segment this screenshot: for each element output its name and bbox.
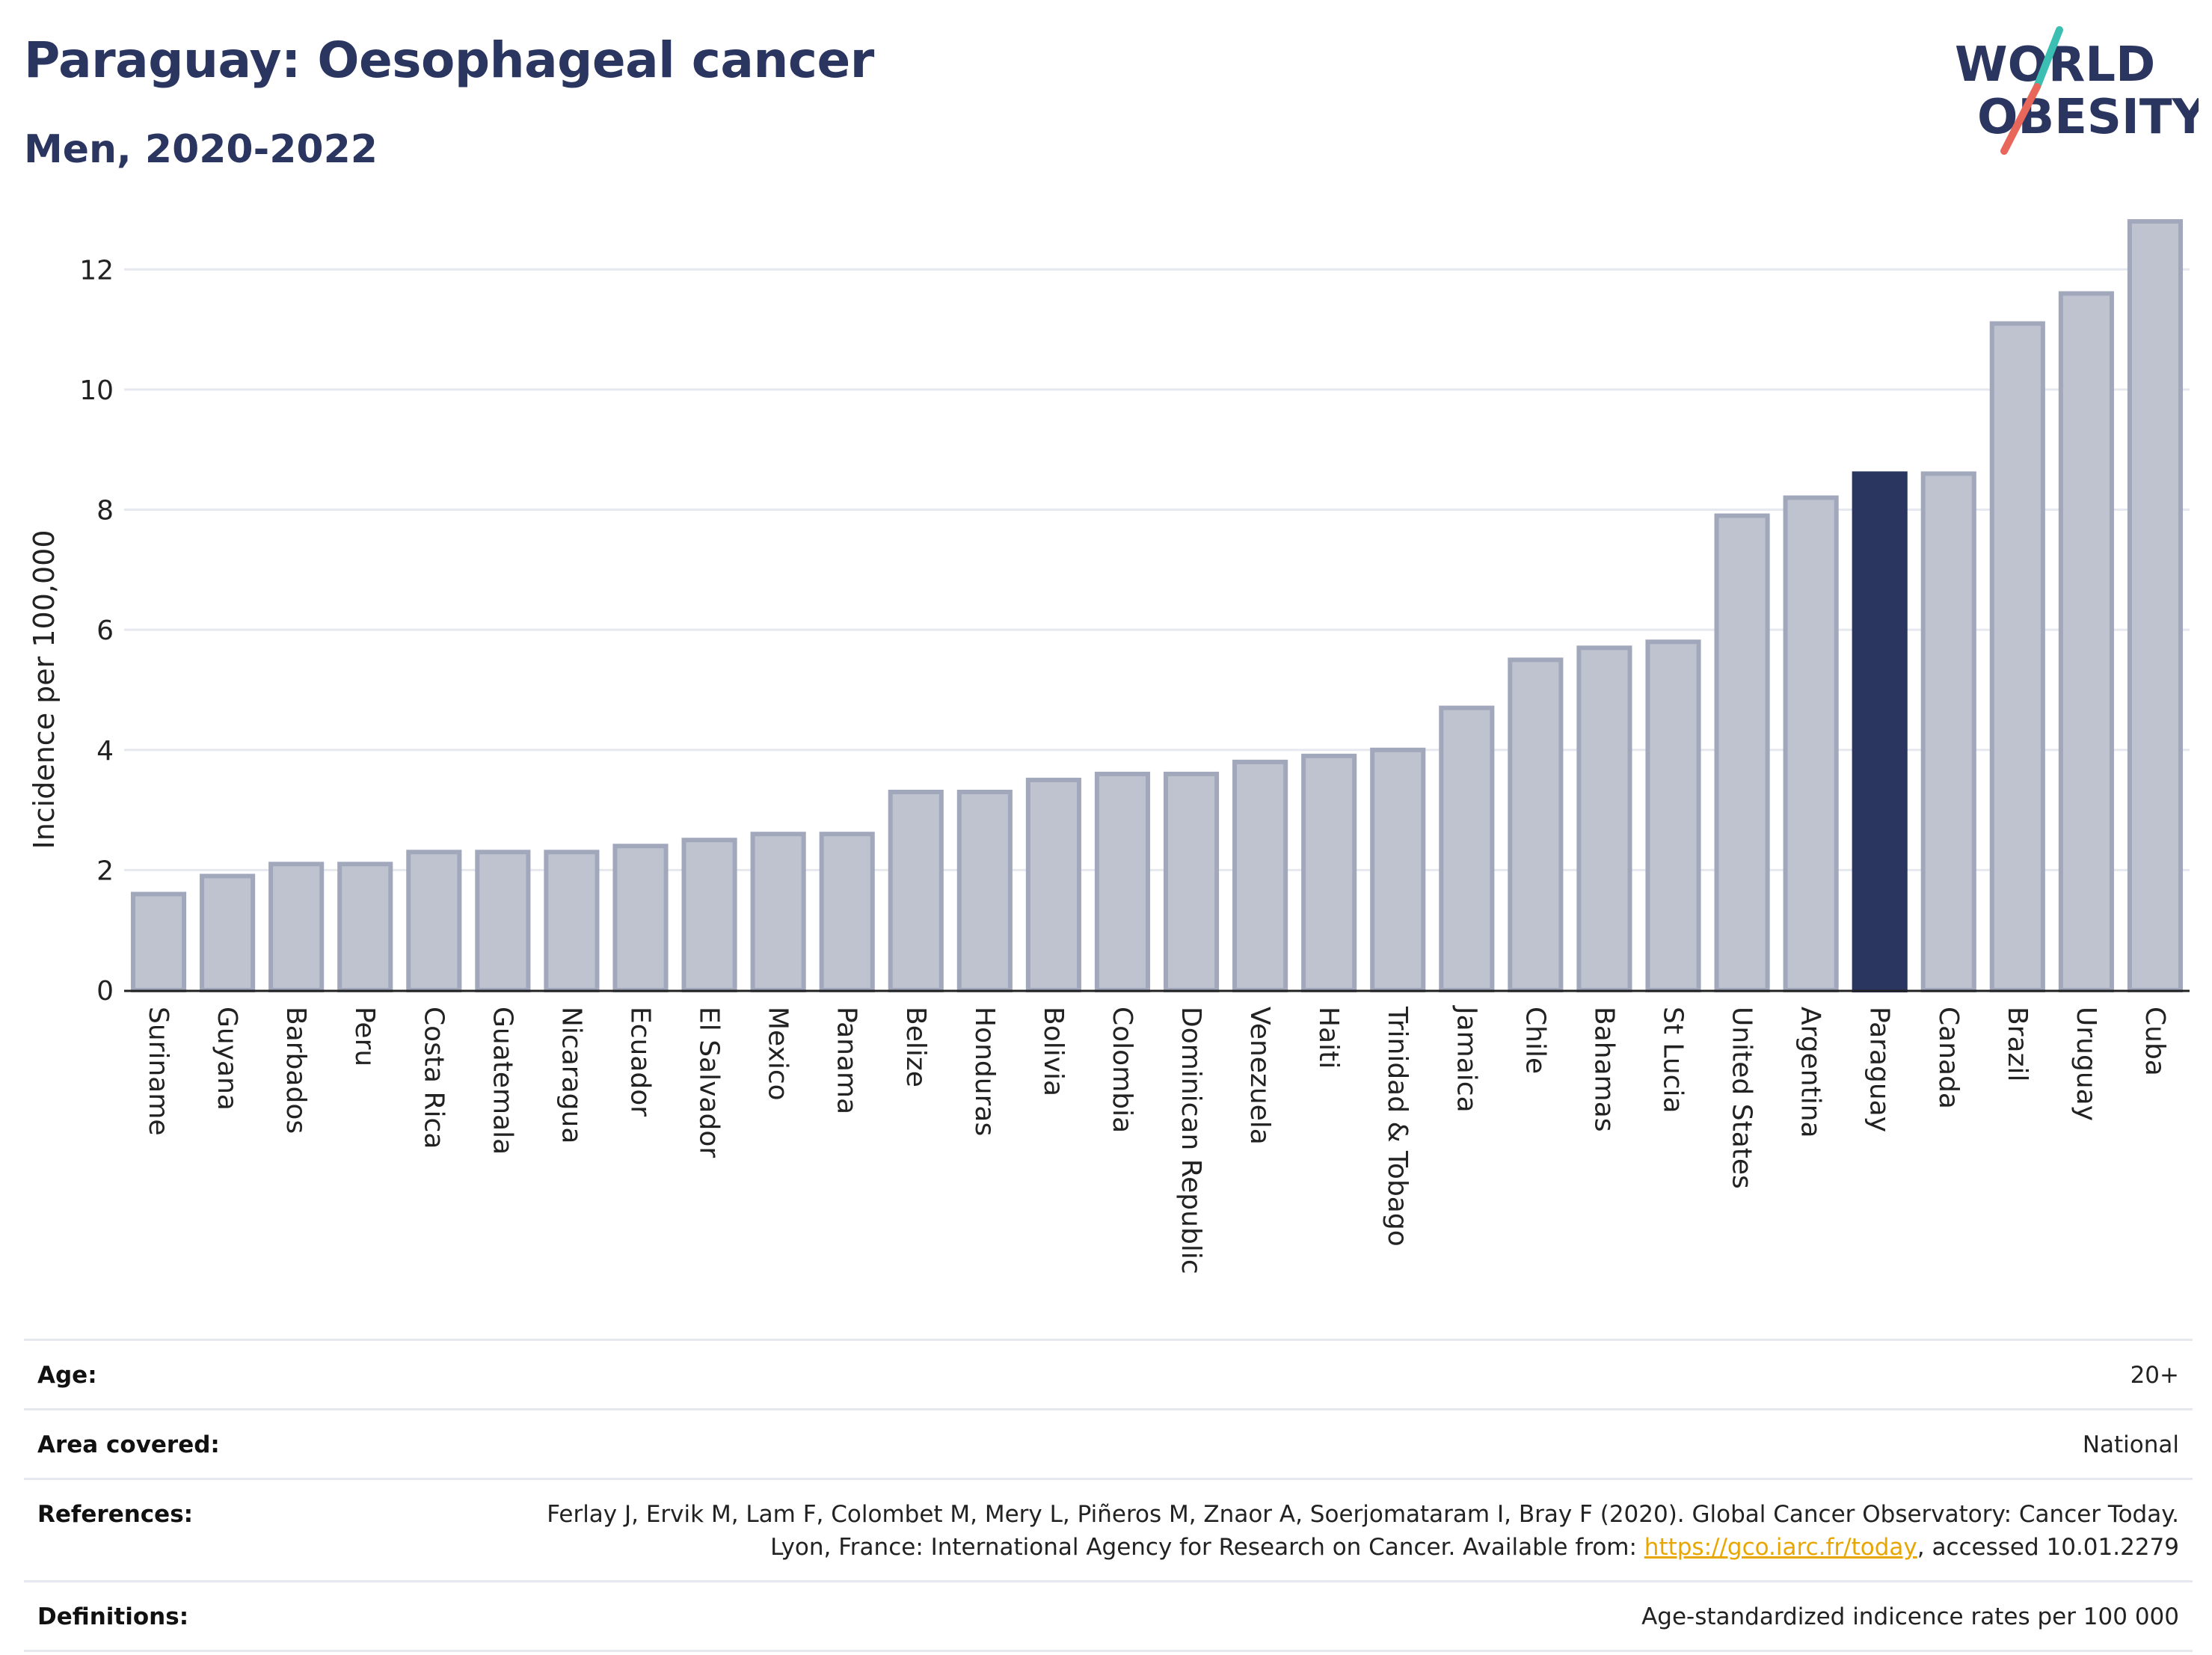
- logo-slash-teal: [2033, 26, 2063, 90]
- age-label: Age:: [37, 1362, 97, 1389]
- x-tick-label: Colombia: [1107, 1007, 1137, 1133]
- logo-slash-coral: [2000, 83, 2041, 155]
- y-tick-label: 2: [96, 856, 114, 886]
- references-accessed: , accessed 10.01.2279: [1917, 1534, 2179, 1561]
- page-subtitle: Men, 2020-2022: [24, 127, 378, 172]
- bar-chart: 0 2 4 6 8 10 12 Suriname Guyana Barbados Peru Cost…: [28, 219, 2190, 1274]
- bar-paraguay: [1852, 471, 1908, 992]
- bar-bahamas: [1576, 645, 1632, 992]
- y-tick-label: 12: [79, 255, 114, 286]
- page-title: Paraguay: Oesophageal cancer: [24, 31, 874, 89]
- bar-chile: [1508, 657, 1564, 992]
- x-tick-label: Brazil: [2002, 1007, 2033, 1081]
- bar-haiti: [1301, 753, 1357, 992]
- references-label: References:: [37, 1501, 194, 1528]
- x-tick-label: El Salvador: [694, 1007, 725, 1158]
- x-tick-label: Dominican Republic: [1176, 1007, 1206, 1274]
- references-value: Ferlay J, Ervik M, Lam F, Colombet M, Me…: [534, 1498, 2179, 1564]
- bar-united-states: [1714, 513, 1770, 992]
- x-tick-label: Guatemala: [487, 1007, 517, 1155]
- y-tick-label: 10: [79, 375, 114, 406]
- definitions-value: Age-standardized indicence rates per 100…: [1641, 1603, 2179, 1630]
- x-tick-label: St Lucia: [1658, 1007, 1689, 1114]
- bar-peru: [337, 862, 393, 993]
- x-tick-label: Uruguay: [2071, 1007, 2101, 1121]
- bar-brazil: [1989, 321, 2045, 993]
- x-axis-labels: Suriname Guyana Barbados Peru Costa Rica Guat…: [143, 1005, 2170, 1274]
- x-tick-label: Bolivia: [1038, 1007, 1069, 1096]
- x-tick-label: Ecuador: [625, 1007, 656, 1117]
- x-tick-label: Paraguay: [1864, 1007, 1895, 1132]
- bar-barbados: [268, 862, 325, 993]
- area-value: National: [2082, 1431, 2179, 1458]
- bar-belize: [888, 789, 944, 992]
- bar-cuba: [2127, 219, 2184, 992]
- x-tick-label: Cuba: [2139, 1007, 2170, 1076]
- x-tick-label: Belize: [900, 1007, 931, 1087]
- x-tick-label: Guyana: [212, 1007, 242, 1111]
- bar-uruguay: [2058, 291, 2114, 992]
- bar-guatemala: [475, 850, 531, 993]
- x-tick-label: Argentina: [1795, 1007, 1826, 1138]
- x-tick-label: Venezuela: [1244, 1007, 1275, 1145]
- y-tick-label: 4: [96, 736, 114, 767]
- bar-el-salvador: [681, 838, 737, 992]
- bar-panama: [819, 832, 875, 992]
- references-link[interactable]: https://gco.iarc.fr/today: [1644, 1534, 1917, 1561]
- bar-suriname: [130, 891, 187, 992]
- y-axis-label: Incidence per 100,000: [28, 529, 61, 849]
- bar-colombia: [1094, 771, 1151, 993]
- x-tick-label: Canada: [1933, 1007, 1964, 1109]
- bar-jamaica: [1439, 705, 1495, 992]
- bar-st-lucia: [1645, 639, 1701, 992]
- bar-venezuela: [1232, 759, 1288, 992]
- y-axis-ticks: 0 2 4 6 8 10 12: [79, 255, 114, 1007]
- area-label: Area covered:: [37, 1431, 220, 1458]
- x-tick-label: Haiti: [1313, 1007, 1344, 1069]
- meta-row-definitions: Definitions: Age-standardized indicence …: [24, 1580, 2193, 1652]
- x-tick-label: Peru: [349, 1007, 380, 1066]
- bar-bolivia: [1025, 777, 1081, 993]
- world-obesity-logo: WORLD OBESITY: [1955, 26, 2199, 155]
- bar-argentina: [1783, 495, 1839, 992]
- x-tick-label: Panama: [832, 1007, 862, 1114]
- y-tick-label: 0: [96, 976, 114, 1007]
- x-tick-label: United States: [1727, 1007, 1757, 1189]
- x-tick-label: Mexico: [763, 1007, 793, 1101]
- bar-nicaragua: [544, 850, 600, 993]
- bar-costa-rica: [406, 850, 462, 993]
- bar-honduras: [956, 789, 1013, 992]
- meta-row-area: Area covered: National: [24, 1408, 2193, 1478]
- y-tick-label: 8: [96, 496, 114, 526]
- x-tick-label: Bahamas: [1588, 1007, 1619, 1132]
- x-tick-label: Costa Rica: [418, 1007, 449, 1149]
- definitions-label: Definitions:: [37, 1603, 189, 1630]
- meta-row-references: References: Ferlay J, Ervik M, Lam F, Co…: [24, 1478, 2193, 1580]
- bar-canada: [1920, 471, 1976, 992]
- bar-mexico: [750, 832, 806, 992]
- x-tick-label: Suriname: [143, 1007, 173, 1136]
- y-tick-label: 6: [96, 615, 114, 646]
- meta-row-age: Age: 20+: [24, 1339, 2193, 1408]
- bar-trinidad-tobago: [1370, 747, 1426, 992]
- x-tick-label: Chile: [1520, 1007, 1550, 1074]
- bar-ecuador: [612, 844, 669, 993]
- bar-guyana: [200, 873, 256, 993]
- x-tick-label: Jamaica: [1451, 1005, 1481, 1113]
- metadata-table: Age: 20+ Area covered: National Referenc…: [24, 1339, 2193, 1652]
- x-tick-label: Barbados: [280, 1007, 311, 1134]
- x-tick-label: Nicaragua: [556, 1007, 586, 1143]
- x-tick-label: Honduras: [969, 1007, 1000, 1136]
- age-value: 20+: [2130, 1362, 2179, 1389]
- bars: [130, 219, 2184, 993]
- references-text: Ferlay J, Ervik M, Lam F, Colombet M, Me…: [547, 1501, 2179, 1561]
- bar-dominican-republic: [1163, 771, 1220, 993]
- grid-lines: [124, 268, 2190, 871]
- x-tick-label: Trinidad & Tobago: [1382, 1006, 1413, 1247]
